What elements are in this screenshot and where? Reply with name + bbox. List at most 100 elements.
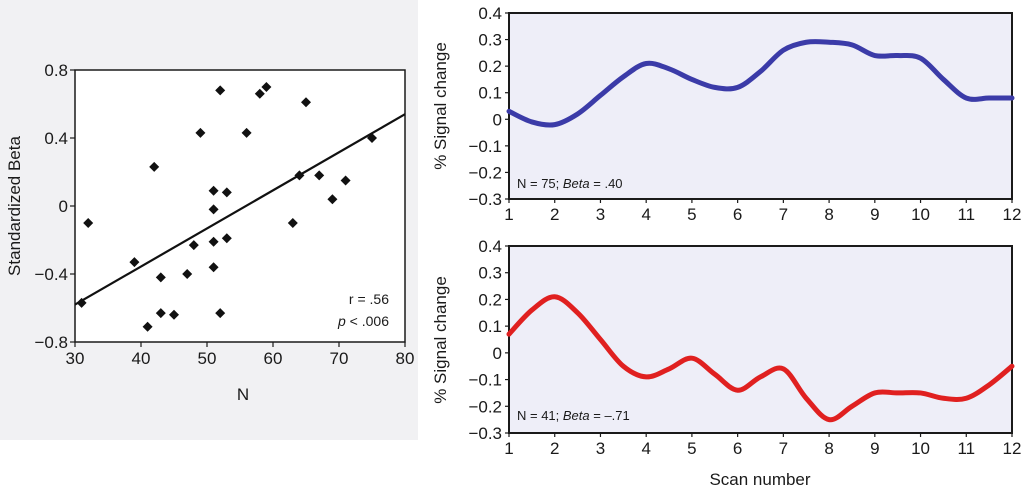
scatter-point: [215, 308, 226, 319]
line-plot-top-area: [508, 12, 1013, 200]
scatter-point: [208, 185, 219, 196]
line-plot-top-annotation: N = 75; Beta = .40: [517, 176, 623, 191]
line-plot-top-ytick-label: 0.1: [478, 84, 502, 103]
line-plot-top-ytick-label: 0.2: [478, 57, 502, 76]
line-plot-bottom-ytick-label: 0: [493, 344, 502, 363]
scatter-xlabel: N: [237, 385, 249, 404]
line-plot-top-xtick-label: 9: [870, 205, 879, 224]
line-plot-top-xtick-label: 10: [911, 205, 930, 224]
line-plot-top-xtick-label: 1: [504, 205, 513, 224]
line-plot-top-xtick-label: 3: [596, 205, 605, 224]
scatter-point: [287, 218, 298, 228]
line-plot-bottom-xtick-label: 12: [1003, 439, 1022, 458]
line-plot-bottom-xtick-label: 10: [911, 439, 930, 458]
scatter-point: [129, 257, 140, 268]
line-plot-top-ytick-label: 0.3: [478, 31, 502, 50]
line-plot-top-ytick-label: 0.4: [478, 4, 502, 23]
scatter-point: [301, 97, 311, 108]
scatter-fit-line: [74, 113, 406, 306]
scatter-point: [208, 262, 219, 273]
scatter-xtick-label: 60: [264, 349, 283, 368]
line-plot-top-xtick-label: 6: [733, 205, 742, 224]
line-plot-bottom-ytick-label: −0.2: [468, 397, 502, 416]
scatter-ytick-label: 0.4: [44, 129, 68, 148]
scatter-xtick-label: 40: [132, 349, 151, 368]
line-plot-bottom-annotation-prefix: N = 41;: [517, 408, 563, 423]
line-plot-top-annotation-beta: Beta: [563, 176, 590, 191]
scatter-xtick-label: 30: [66, 349, 85, 368]
line-plot-top-series-line: [506, 39, 1015, 128]
line-plot-top-ytick-label: −0.1: [468, 137, 502, 156]
line-plot-bottom-area: [508, 245, 1013, 434]
scatter-point: [83, 218, 94, 228]
line-plot-bottom-annotation-suffix: = –.71: [590, 408, 630, 423]
scatter-point: [367, 133, 377, 143]
scatter-point: [241, 127, 252, 138]
scatter-point: [208, 204, 219, 215]
scatter-point: [261, 82, 272, 92]
line-plot-bottom-ytick-label: 0.3: [478, 264, 502, 283]
scatter-point: [195, 127, 206, 138]
scatter-point: [215, 85, 226, 96]
scatter-point: [314, 170, 325, 181]
scatter-p-italic: p: [337, 313, 346, 329]
scatter-p-rest: < .006: [346, 313, 389, 329]
line-plot-top-ytick-label: −0.3: [468, 190, 502, 209]
line-plot-top-annotation-suffix: = .40: [590, 176, 623, 191]
line-plot-bottom-ytick-label: −0.1: [468, 371, 502, 390]
scatter-point: [182, 269, 193, 279]
line-plot-top-ytick-label: 0: [493, 110, 502, 129]
scatter-point: [155, 272, 166, 283]
line-plot-bottom-ytick-label: 0.2: [478, 290, 502, 309]
line-plot-bottom-xtick-label: 8: [824, 439, 833, 458]
line-plot-bottom-xtick-label: 6: [733, 439, 742, 458]
line-plot-top: 1 2 3 4 5 6 7 8 9 10 11 120.40.30.20.10−0.1−0.2−0.3…: [431, 4, 1021, 224]
scatter-point: [188, 240, 199, 251]
line-plot-top-annotation-prefix: N = 75;: [517, 176, 563, 191]
line-plot-bottom-series-line: [506, 294, 1015, 423]
line-plot-bottom-ytick-label: 0.1: [478, 317, 502, 336]
scatter-ytick-label: −0.4: [34, 265, 68, 284]
line-plot-top-xtick-label: 4: [641, 205, 650, 224]
scatter-point: [294, 170, 305, 181]
scatter-point: [221, 187, 232, 198]
scatter-ytick-label: −0.8: [34, 333, 68, 352]
line-plot-top-ytick-label: −0.2: [468, 163, 502, 182]
line-plot-top-xtick-label: 2: [550, 205, 559, 224]
scatter-point: [155, 308, 166, 319]
scatter-p-annotation: p < .006: [337, 313, 389, 329]
line-plot-bottom-xtick-label: 7: [779, 439, 788, 458]
scatter-ytick-label: 0.8: [44, 61, 68, 80]
scatter-xtick-label: 70: [330, 349, 349, 368]
scatter-plot: 30 40 50 60 70 80 0.8 0.4 0 −0.4 −0.8 Standardized…: [0, 0, 418, 440]
scatter-r-annotation: r = .56: [349, 291, 389, 307]
line-plot-bottom-ytick-label: −0.3: [468, 424, 502, 443]
scatter-point: [208, 236, 219, 247]
scatter-xtick-label: 80: [396, 349, 415, 368]
line-plot-bottom-xtick-label: 2: [550, 439, 559, 458]
line-plot-top-xtick-label: 5: [687, 205, 696, 224]
line-plot-top-xtick-label: 8: [824, 205, 833, 224]
line-plot-bottom-xtick-label: 5: [687, 439, 696, 458]
line-plot-top-xtick-label: 7: [779, 205, 788, 224]
scatter-plot-area: [74, 69, 406, 343]
scatter-point: [254, 88, 265, 99]
line-plot-bottom: 1 2 3 4 5 6 7 8 9 10 11 120.40.30.20.10−0.1−0.2−0.3…: [431, 237, 1021, 489]
scatter-xtick-label: 50: [198, 349, 217, 368]
line-plot-bottom-xlabel: Scan number: [709, 470, 810, 489]
line-plot-bottom-annotation: N = 41; Beta = –.71: [517, 408, 630, 423]
line-plot-top-ylabel: % Signal change: [431, 42, 450, 170]
line-plot-bottom-xtick-label: 11: [957, 439, 975, 458]
line-plot-bottom-xtick-label: 1: [504, 439, 513, 458]
scatter-point: [221, 233, 232, 244]
line-plot-bottom-ytick-label: 0.4: [478, 237, 502, 256]
line-plot-bottom-annotation-beta: Beta: [563, 408, 590, 423]
scatter-point: [169, 309, 179, 320]
line-plot-top-xtick-label: 11: [957, 205, 975, 224]
scatter-ytick-label: 0: [59, 197, 68, 216]
scatter-point: [142, 321, 153, 332]
line-plot-bottom-xtick-label: 4: [641, 439, 650, 458]
scatter-point: [149, 161, 160, 172]
scatter-point: [327, 194, 338, 205]
